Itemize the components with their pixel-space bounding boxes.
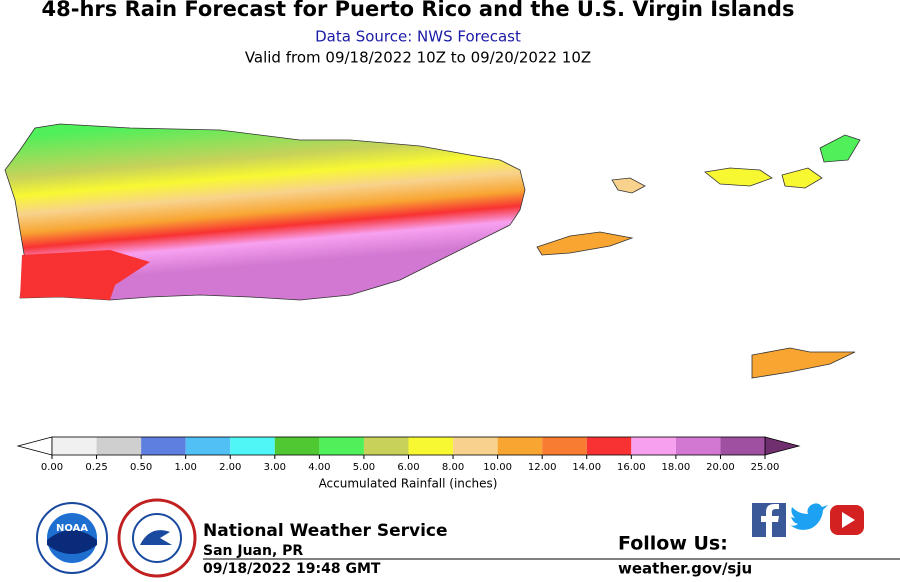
tick-label: 8.00 [442,462,464,473]
color-bin [52,437,97,455]
noaa-text: NOAA [56,523,88,534]
color-bin [185,437,231,455]
color-bin [363,437,409,455]
tick-label: 12.00 [528,462,557,473]
map [4,123,861,379]
color-bin [631,437,676,455]
tick-label: 4.00 [308,462,330,473]
vieques [536,231,634,256]
color-bin [408,437,454,455]
noaa-logo: NOAA [36,502,108,574]
color-bin [497,437,543,455]
website[interactable]: weather.gov/sju [618,560,752,578]
tortola [819,134,861,163]
st-john [781,167,823,189]
tick-label: 0.00 [41,462,63,473]
tick-label: 2.00 [219,462,241,473]
tick-label: 10.00 [483,462,512,473]
color-bin [453,437,498,455]
nws-logo [117,498,197,578]
valid-time: Valid from 09/18/2022 10Z to 09/20/2022 … [245,49,591,67]
color-bin [141,437,186,455]
youtube-icon[interactable] [830,505,864,535]
subtitle: Data Source: NWS Forecast [315,28,521,46]
agency: National Weather Service [203,521,448,541]
tick-label: 14.00 [572,462,601,473]
twitter-icon[interactable] [790,503,828,530]
color-bin [675,437,721,455]
color-bin [542,437,587,455]
tick-label: 1.00 [175,462,197,473]
color-bin [720,437,765,455]
tick-label: 5.00 [353,462,375,473]
colorbar: 0.00 0.25 0.50 1.00 2.00 3.00 4.00 5.00 6.00 8.00… [16,436,801,473]
color-bin [96,437,142,455]
st-croix [751,347,856,379]
tick-label: 6.00 [397,462,419,473]
tick-label: 25.00 [751,462,780,473]
tick-label: 0.25 [85,462,107,473]
title: 48-hrs Rain Forecast for Puerto Rico and… [42,0,795,21]
colorbar-label: Accumulated Rainfall (inches) [319,477,498,491]
culebra [611,177,646,194]
facebook-icon[interactable] [752,503,786,537]
color-bin [274,437,320,455]
tick-label: 3.00 [264,462,286,473]
tick-label: 16.00 [617,462,646,473]
follow: Follow Us: [618,533,728,555]
under-extension [16,436,53,456]
tick-label: 18.00 [662,462,691,473]
issued: 09/18/2022 19:48 GMT [203,561,381,577]
color-bin [319,437,364,455]
office: San Juan, PR [203,543,303,559]
tick-label: 20.00 [706,462,735,473]
tick-label: 0.50 [130,462,152,473]
color-bin [230,437,275,455]
over-extension [764,436,801,456]
color-bin [586,437,632,455]
st-thomas [704,167,773,187]
pr-southwest [20,250,150,300]
